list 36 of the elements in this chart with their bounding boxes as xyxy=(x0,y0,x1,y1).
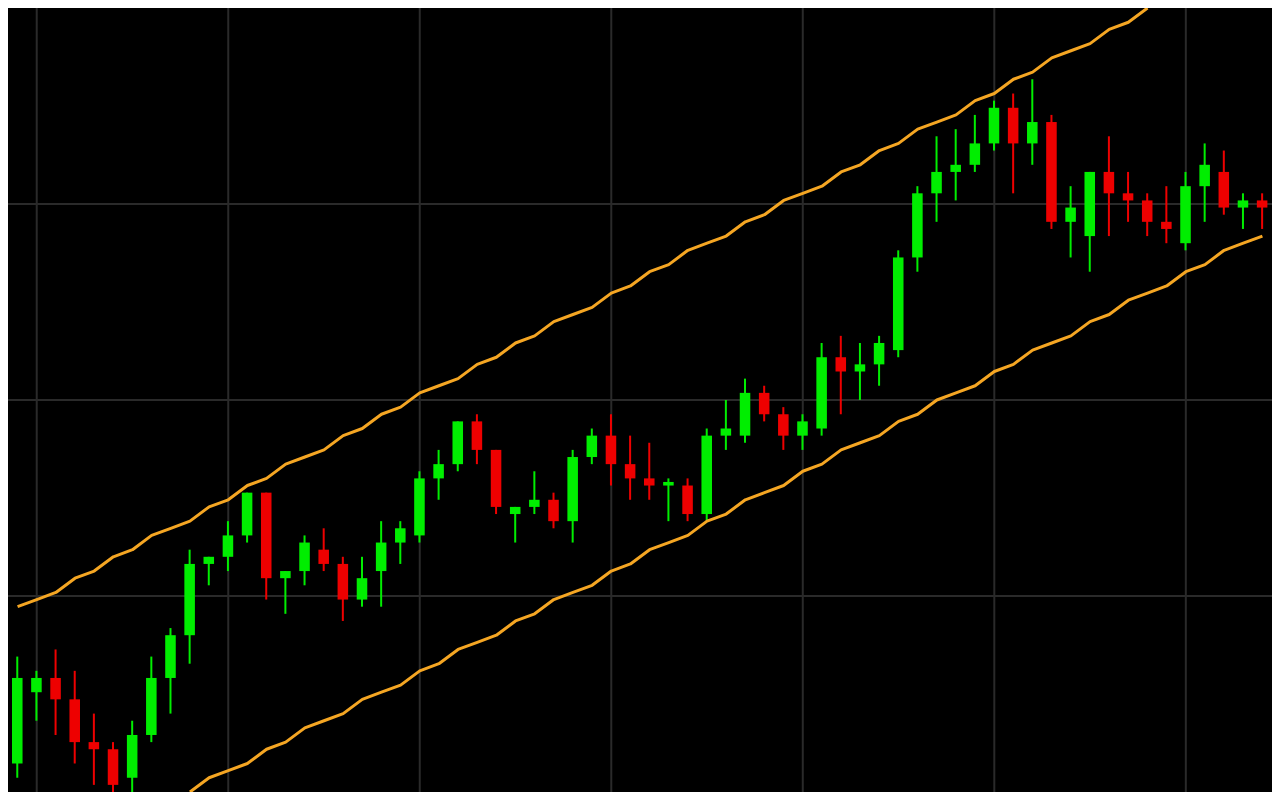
candlestick xyxy=(1027,78,1038,166)
candlestick xyxy=(50,648,61,736)
candlestick xyxy=(720,399,732,451)
candlestick xyxy=(644,441,655,501)
candlestick xyxy=(433,448,444,501)
candlestick xyxy=(548,491,559,530)
candlestick xyxy=(950,128,961,202)
candlestick xyxy=(778,406,789,451)
candlestick xyxy=(222,520,234,573)
candlestick xyxy=(835,334,847,416)
candlestick xyxy=(203,555,215,587)
candlestick xyxy=(529,470,540,516)
candlestick xyxy=(395,520,406,565)
candlestick xyxy=(1237,192,1249,230)
candlestick xyxy=(931,135,942,223)
candlestick xyxy=(624,434,636,501)
candlestick xyxy=(318,527,329,573)
candlestick xyxy=(1103,135,1115,238)
candlestick xyxy=(854,341,866,401)
candlestick xyxy=(586,427,598,466)
candlestick xyxy=(969,113,981,173)
candlestick xyxy=(31,669,42,722)
candlestick xyxy=(1199,142,1210,223)
candlestick xyxy=(509,505,521,544)
candlestick xyxy=(873,334,885,387)
candlestick xyxy=(663,477,674,523)
candlestick xyxy=(356,555,368,608)
candlestick xyxy=(1161,185,1172,245)
candlestick xyxy=(1122,170,1134,223)
candlestick xyxy=(758,384,770,423)
candlestick xyxy=(1256,192,1268,230)
candlestick xyxy=(1065,185,1076,259)
candlestick xyxy=(88,712,100,786)
candlestick xyxy=(1141,192,1153,238)
candlestick xyxy=(280,570,291,615)
candlestick xyxy=(797,413,808,451)
